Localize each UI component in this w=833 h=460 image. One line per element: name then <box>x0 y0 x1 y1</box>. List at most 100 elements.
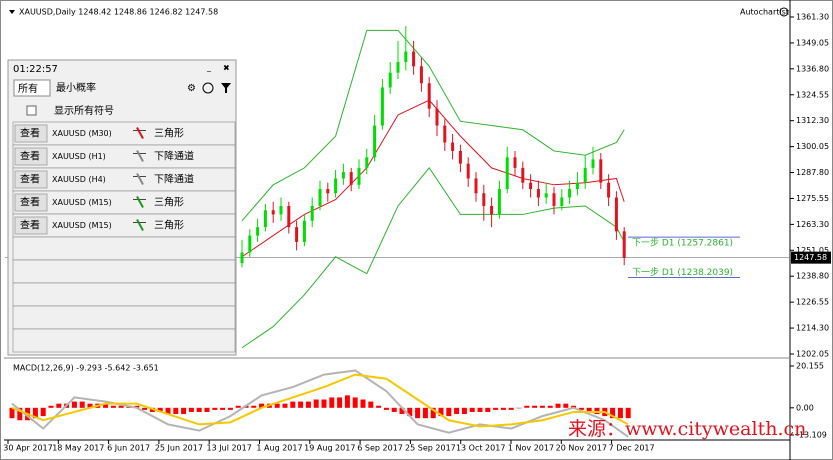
macd-bar <box>313 399 319 408</box>
candle-body <box>256 227 260 236</box>
filter-icon[interactable] <box>221 83 231 93</box>
macd-bar <box>610 407 616 419</box>
y-tick-label: 1202.05 <box>796 349 829 358</box>
candle-body <box>419 66 423 84</box>
candle-body <box>490 205 494 215</box>
view-button[interactable] <box>14 193 48 212</box>
macd-bar <box>71 401 77 408</box>
autochartist-panel: 01:22:57 _ ✖ 所有 最小概率 ⚙ 显示所有符号 查看 XAUUSD (… <box>7 59 237 356</box>
macd-bar <box>220 407 226 410</box>
globe-icon[interactable] <box>202 82 214 94</box>
macd-bar <box>188 407 194 412</box>
candle-body <box>497 189 501 215</box>
x-tick-label: 1 Aug 2017 <box>256 444 302 453</box>
macd-bar <box>321 399 327 408</box>
candle-body <box>552 193 556 206</box>
candle-body <box>451 142 455 151</box>
symbol: XAUUSD (M30) <box>52 129 112 138</box>
candle-body <box>263 210 267 228</box>
x-tick-label: 7 Dec 2017 <box>609 444 655 453</box>
macd-bar <box>547 405 553 408</box>
y-tick-label: 1300.05 <box>796 142 829 151</box>
macd-bar <box>586 407 592 412</box>
macd-bar <box>290 401 296 408</box>
macd-bar <box>40 407 46 417</box>
pattern-icon <box>136 127 144 139</box>
macd-bar <box>532 405 538 408</box>
macd-bar <box>430 407 436 419</box>
table-row <box>12 282 236 307</box>
macd-bar <box>461 407 467 415</box>
settings-icon[interactable]: ⚙ <box>187 83 196 94</box>
macd-bar <box>352 397 358 408</box>
checkbox[interactable] <box>26 105 37 116</box>
macd-bar <box>274 403 280 408</box>
macd-bar <box>298 401 304 408</box>
candle-body <box>458 150 462 164</box>
candle-body <box>341 172 345 179</box>
table-row <box>12 259 236 284</box>
candle-body <box>536 189 540 198</box>
symbol: XAUUSD (H4) <box>52 175 106 184</box>
candle-body <box>349 172 353 185</box>
macd-bar <box>594 407 600 415</box>
y-tick-label: 1324.55 <box>796 90 829 99</box>
menu-arrow[interactable] <box>9 10 15 14</box>
y-tick-label: 1361.30 <box>796 12 829 21</box>
x-tick-label: 13 Oct 2017 <box>456 444 505 453</box>
macd-bar <box>227 407 233 410</box>
minimize[interactable]: _ <box>206 63 212 72</box>
candle-body <box>279 205 283 215</box>
candle-body <box>310 205 314 221</box>
candle-body <box>271 210 275 215</box>
macd-bar <box>446 407 452 417</box>
macd-bar <box>157 407 163 412</box>
macd-bar <box>383 407 389 410</box>
macd-bar <box>79 401 85 408</box>
view-button[interactable] <box>14 170 48 189</box>
chart-header: XAUUSD,Daily 1248.42 1248.86 1246.82 124… <box>19 8 218 17</box>
candle-body <box>295 227 299 242</box>
view-button[interactable] <box>14 124 48 143</box>
macd-bar <box>368 401 374 408</box>
candle-body <box>591 159 595 168</box>
candle-body <box>302 220 306 242</box>
macd-bar <box>617 407 623 419</box>
candle-body <box>357 167 361 185</box>
macd-bar <box>9 407 15 419</box>
panel-time: 01:22:57 <box>13 64 58 75</box>
candle-body <box>482 193 486 206</box>
macd-bar <box>87 403 93 408</box>
show-all-label: 显示所有符号 <box>54 104 114 117</box>
pattern-icon <box>136 196 144 208</box>
macd-signal-line <box>11 373 629 428</box>
candle-body <box>443 125 447 143</box>
macd-bar <box>399 407 405 415</box>
filter-select[interactable] <box>13 79 51 97</box>
macd-bar <box>454 407 460 415</box>
candle-body <box>622 231 626 258</box>
view-button[interactable] <box>14 216 48 235</box>
macd-bar <box>516 407 522 409</box>
x-tick-label: 20 Nov 2017 <box>556 444 607 453</box>
current-price-tag <box>791 251 831 264</box>
view-button[interactable] <box>14 147 48 166</box>
close-button[interactable] <box>779 7 789 17</box>
candle-body <box>240 252 244 264</box>
y-tick-label: 1238.80 <box>796 272 829 281</box>
y-tick-label: 1226.55 <box>796 298 829 307</box>
candle-body <box>334 178 338 194</box>
pattern-icon <box>136 173 144 185</box>
x-tick-label: 30 Apr 2017 <box>3 444 52 453</box>
pattern-name: 三角形 <box>154 128 184 140</box>
macd-bar <box>563 403 569 408</box>
macd-bar <box>360 399 366 408</box>
candle-body <box>466 163 470 179</box>
view-button-label: 查看 <box>20 173 40 186</box>
macd-bar <box>493 407 499 410</box>
close[interactable]: ✖ <box>223 64 230 73</box>
min-prob-label: 最小概率 <box>56 81 96 94</box>
macd-label: MACD(12,26,9) -9.293 -5.642 -3.651 <box>13 364 159 373</box>
candle-body <box>583 167 587 183</box>
candle-body <box>412 51 416 67</box>
